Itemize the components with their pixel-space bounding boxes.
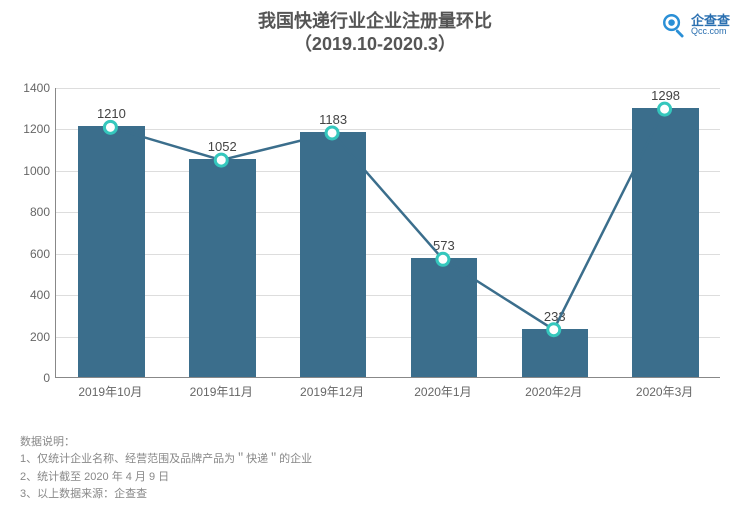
- ytick-label: 800: [0, 205, 50, 219]
- ytick-label: 1400: [0, 81, 50, 95]
- footer-notes: 数据说明： 1、仅统计企业名称、经营范围及品牌产品为＂快递＂的企业 2、统计截至…: [20, 434, 312, 504]
- ytick-label: 1200: [0, 122, 50, 136]
- footer-line-1: 1、仅统计企业名称、经营范围及品牌产品为＂快递＂的企业: [20, 451, 312, 469]
- xtick-label: 2020年2月: [525, 383, 582, 400]
- xtick-label: 2019年11月: [190, 383, 253, 400]
- xtick-label: 2020年3月: [636, 383, 693, 400]
- trend-line: [110, 109, 664, 330]
- data-marker: [548, 324, 560, 336]
- data-marker: [215, 154, 227, 166]
- xtick-label: 2020年1月: [414, 383, 471, 400]
- footer-heading: 数据说明：: [20, 434, 312, 452]
- chart-container: 我国快递行业企业注册量环比 （2019.10-2020.3） 企查查 Qcc.c…: [0, 0, 750, 514]
- ytick-label: 400: [0, 288, 50, 302]
- xtick-label: 2019年12月: [300, 383, 364, 400]
- xtick-label: 2019年10月: [78, 383, 142, 400]
- ytick-label: 1000: [0, 164, 50, 178]
- logo-en: Qcc.com: [691, 27, 730, 36]
- footer-line-3: 3、以上数据来源：企查查: [20, 486, 312, 504]
- footer-line-2: 2、统计截至 2020 年 4 月 9 日: [20, 469, 312, 487]
- data-marker: [104, 121, 116, 133]
- ytick-label: 200: [0, 330, 50, 344]
- chart-area: 1210105211835732331298 20040060080010001…: [55, 88, 720, 398]
- ytick-label: 0: [0, 371, 50, 385]
- data-marker: [437, 253, 449, 265]
- logo-text: 企查查 Qcc.com: [691, 14, 730, 36]
- data-marker: [659, 103, 671, 115]
- magnifier-icon: [661, 12, 687, 38]
- title-line-1: 我国快递行业企业注册量环比: [0, 10, 750, 33]
- brand-logo: 企查查 Qcc.com: [661, 12, 730, 38]
- title-block: 我国快递行业企业注册量环比 （2019.10-2020.3）: [0, 0, 750, 57]
- ytick-label: 600: [0, 247, 50, 261]
- line-overlay: [55, 88, 720, 378]
- data-marker: [326, 127, 338, 139]
- title-line-2: （2019.10-2020.3）: [0, 33, 750, 56]
